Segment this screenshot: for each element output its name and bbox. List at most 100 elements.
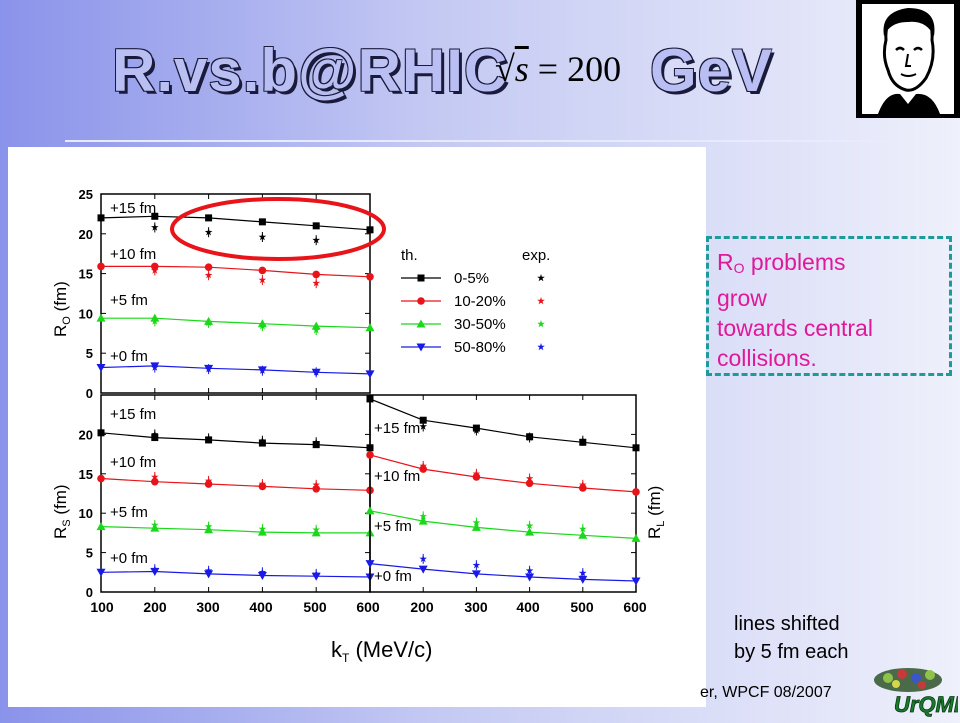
xtick-label-0: 100 [90,599,114,615]
xaxis-label: kT (MeV/c) [331,637,432,665]
legend-label-1: 10-20% [454,293,506,310]
theory-line-rs-2 [100,526,370,534]
formula-value: 200 [567,49,622,89]
exp-point-ro-3-4 [312,368,320,376]
ylabel-ro: RO (fm) [51,281,73,337]
theory-line-ro-2 [101,317,371,329]
theory-point-rs-1-0 [97,474,105,483]
ylabel-rl: RL (fm) [645,486,667,539]
theory-point-rl-1-0 [366,451,374,459]
theory-line-rl-3 [369,563,637,582]
offset-label-rl-0: +15 fm [374,420,420,437]
theory-line-rs-3 [100,570,371,578]
exp-point-rl-1-3 [525,474,534,482]
ylabel-rs: RS (fm) [51,484,73,539]
exp-point-rl-3-1 [419,554,427,563]
theory-point-rs-0-0 [97,429,105,437]
ylabel-rl-unit: (fm) [645,486,664,521]
theory-point-rl-3-5 [631,577,641,586]
legend-label-2: 30-50% [454,316,506,333]
offset-label-ro-3: +0 fm [110,348,148,365]
theory-point-ro-3-0 [96,364,106,373]
exp-point-rl-0-2 [472,426,481,434]
exp-point-ro-1-2 [204,271,213,279]
sqrt-s-formula: √s = 200 [495,49,622,89]
exp-point-rs-0-1 [151,430,159,438]
theory-line-ro-3 [100,365,371,375]
ytick-label-rs-2: 10 [79,506,93,521]
theory-line-ro-1 [101,265,371,278]
xtick-label-7: 300 [464,599,488,615]
exp-point-rs-1-4 [312,480,320,489]
theory-point-ro-0-1 [151,212,159,220]
theory-point-rs-3-0 [96,568,106,577]
ylabel-ro-r: R [51,325,70,337]
exp-point-rs-1-2 [204,476,213,485]
chart-panel: 0 5 10 15 20 25 +15 fm +10 fm +5 fm +0 fm 0 5 10 15 20… [8,147,706,707]
exp-point-ro-1-4 [312,279,320,287]
exp-point-rl-2-3 [525,521,534,529]
theory-line-ro-0 [100,215,371,231]
legend-star-0 [537,274,545,282]
exp-point-rl-0-3 [525,433,534,441]
exp-point-rl-3-2 [472,561,481,569]
exp-point-ro-0-1 [151,223,159,231]
xtick-label-3: 400 [249,599,273,615]
ytick-label-rs-1: 5 [86,546,93,561]
ytick-label-ro-3: 15 [79,267,93,282]
xaxis-label-k: k [331,637,343,662]
exp-point-rl-0-4 [579,436,587,444]
ytick-label-ro-5: 25 [79,187,93,202]
ylabel-rs-r: R [51,527,70,539]
highlight-ellipse [170,197,386,261]
theory-point-rl-2-3 [525,527,535,536]
theory-point-ro-2-0 [96,313,106,322]
exp-point-ro-3-3 [258,366,267,374]
xaxis-label-unit: (MeV/c) [349,637,432,662]
xaxis-label-sub: T [342,651,350,665]
note-line-2: grow [717,285,767,311]
exp-point-ro-0-2 [204,228,213,236]
legend-marker-3 [416,343,426,352]
exp-point-ro-3-1 [151,363,159,371]
theory-point-rl-3-2 [471,570,481,579]
theory-point-ro-1-3 [258,266,267,275]
theory-line-rl-1 [369,454,637,493]
exp-point-rs-0-2 [204,434,213,442]
theory-point-ro-2-5 [365,323,375,332]
theory-point-ro-0-4 [312,222,320,230]
theory-point-ro-3-5 [365,370,375,379]
legend-marker-1 [417,297,425,305]
exp-point-rs-1-3 [258,480,267,488]
theory-line-rs-0 [100,432,371,449]
offset-label-rl-2: +5 fm [374,518,412,535]
exp-point-rs-2-4 [312,525,320,533]
theory-point-rl-1-5 [632,488,640,496]
theory-point-rl-3-4 [578,575,588,584]
offset-label-ro-2: +5 fm [110,292,148,309]
exp-point-rs-1-1 [151,473,159,481]
xtick-label-9: 500 [570,599,594,615]
offset-label-rs-3: +0 fm [110,550,148,567]
ylabel-ro-unit: (fm) [51,281,70,316]
exp-point-rs-0-4 [312,438,320,446]
slide-title-left: R.vs.b@RHIC [112,37,509,104]
theory-point-ro-0-5 [366,226,374,234]
exp-point-rs-2-3 [258,525,267,533]
exp-point-rs-3-3 [258,568,267,576]
note-line-3: towards central [717,315,873,341]
hbt-radii-chart: 0 5 10 15 20 25 +15 fm +10 fm +5 fm +0 fm 0 5 10 15 20… [51,187,667,665]
xtick-label-2: 300 [196,599,220,615]
slide-title-right: GeV [650,37,774,104]
offset-label-rs-0: +15 fm [110,406,156,423]
ylabel-rs-sub: S [61,519,73,526]
ro-problems-note: RO problems grow towards central collisi… [706,236,952,376]
goethe-portrait-logo [856,0,960,118]
theory-point-rl-0-1 [419,416,427,424]
offset-label-rs-1: +10 fm [110,454,156,471]
xtick-label-1: 200 [143,599,167,615]
theory-point-rl-3-0 [365,560,375,569]
exp-point-rs-0-3 [258,436,267,444]
theory-line-rl-2 [369,510,637,539]
legend-label-3: 50-80% [454,339,506,356]
